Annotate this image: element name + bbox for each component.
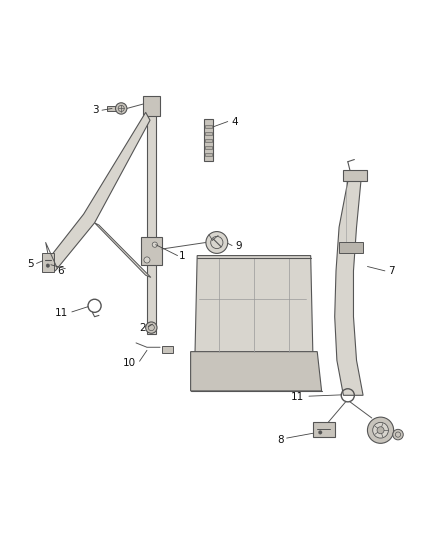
Circle shape	[318, 431, 322, 434]
Polygon shape	[42, 253, 53, 272]
FancyBboxPatch shape	[205, 139, 212, 142]
Circle shape	[46, 264, 49, 268]
FancyBboxPatch shape	[205, 132, 212, 135]
Circle shape	[146, 322, 157, 333]
Polygon shape	[339, 243, 363, 253]
Text: 6: 6	[58, 266, 64, 276]
Polygon shape	[335, 181, 363, 395]
Circle shape	[152, 242, 157, 247]
Polygon shape	[204, 119, 213, 160]
Text: 10: 10	[123, 358, 136, 368]
FancyBboxPatch shape	[205, 146, 212, 149]
Polygon shape	[191, 352, 321, 391]
Text: 5: 5	[27, 260, 34, 269]
Text: 1: 1	[179, 251, 185, 261]
FancyBboxPatch shape	[205, 153, 212, 156]
Text: 8: 8	[277, 435, 283, 445]
Polygon shape	[195, 256, 313, 354]
FancyBboxPatch shape	[205, 125, 212, 128]
Polygon shape	[343, 171, 367, 181]
Circle shape	[206, 231, 228, 253]
Text: 2: 2	[139, 324, 146, 334]
Polygon shape	[313, 422, 335, 437]
Text: 7: 7	[388, 266, 395, 276]
Circle shape	[393, 430, 403, 440]
Text: 11: 11	[54, 308, 67, 318]
Circle shape	[377, 427, 384, 434]
Polygon shape	[162, 346, 173, 353]
Polygon shape	[141, 237, 162, 265]
Polygon shape	[95, 223, 151, 277]
Circle shape	[367, 417, 394, 443]
Text: 11: 11	[291, 392, 304, 402]
Circle shape	[116, 103, 127, 114]
Circle shape	[144, 257, 150, 263]
Text: 9: 9	[235, 240, 242, 251]
Text: 4: 4	[231, 117, 238, 126]
Polygon shape	[107, 106, 118, 111]
Polygon shape	[147, 111, 156, 334]
Polygon shape	[143, 96, 159, 116]
Circle shape	[373, 422, 389, 438]
Polygon shape	[44, 112, 150, 271]
Text: 3: 3	[92, 105, 99, 115]
